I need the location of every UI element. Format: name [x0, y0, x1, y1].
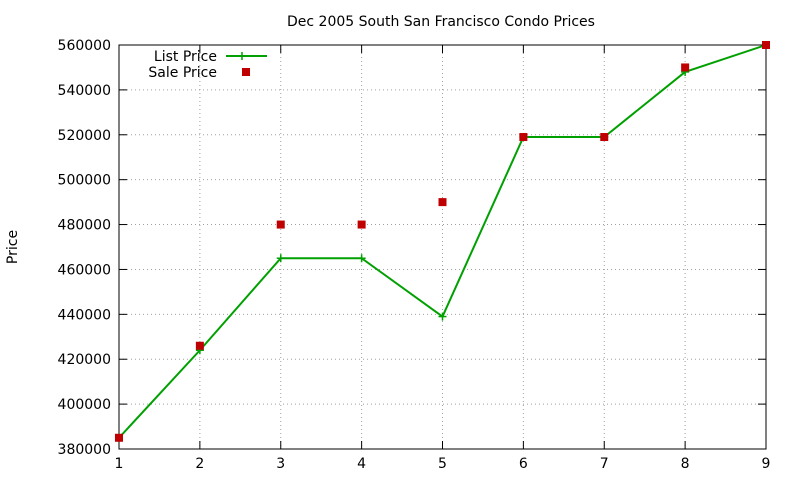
chart-title: Dec 2005 South San Francisco Condo Price… [287, 14, 595, 30]
y-tick-label: 440000 [58, 307, 111, 323]
x-tick-label: 7 [600, 456, 609, 472]
y-tick-label: 380000 [58, 442, 111, 458]
x-tick-label: 6 [519, 456, 528, 472]
sale-price-point [357, 220, 366, 229]
x-tick-label: 4 [357, 456, 366, 472]
list-price-point [357, 254, 366, 263]
y-tick-label: 480000 [58, 218, 111, 234]
sale-price-point [762, 41, 770, 49]
y-tick-label: 540000 [58, 83, 111, 99]
y-tick-label: 400000 [58, 397, 111, 413]
x-tick-label: 9 [762, 456, 771, 472]
sale-price-point [519, 133, 528, 142]
series-layer [115, 41, 770, 442]
sale-price-point [681, 63, 690, 72]
y-tick-label: 520000 [58, 128, 111, 144]
x-tick-label: 2 [195, 456, 204, 472]
list-price-point [276, 254, 285, 263]
grid-lines [119, 45, 766, 449]
sale-price-point [195, 341, 204, 350]
y-tick-label: 500000 [58, 173, 111, 189]
sale-price-point [276, 220, 285, 229]
y-tick-label: 460000 [58, 262, 111, 278]
legend-label: List Price [154, 49, 217, 65]
x-tick-label: 5 [438, 456, 447, 472]
x-tick-label: 3 [276, 456, 285, 472]
sale-price-point [438, 198, 447, 207]
list-price-point [438, 312, 447, 321]
y-axis-label: Price [5, 230, 21, 264]
x-tick-label: 1 [115, 456, 124, 472]
y-tick-label: 560000 [58, 38, 111, 54]
x-tick-label: 8 [681, 456, 690, 472]
sale-price-point [115, 433, 123, 442]
tick-labels: 380000 400000 420000 440000 460000 480000 5000… [58, 38, 771, 472]
legend-label: Sale Price [148, 65, 217, 81]
y-tick-label: 420000 [58, 352, 111, 368]
legend-square-marker [242, 68, 250, 76]
sale-price-point [600, 133, 609, 142]
